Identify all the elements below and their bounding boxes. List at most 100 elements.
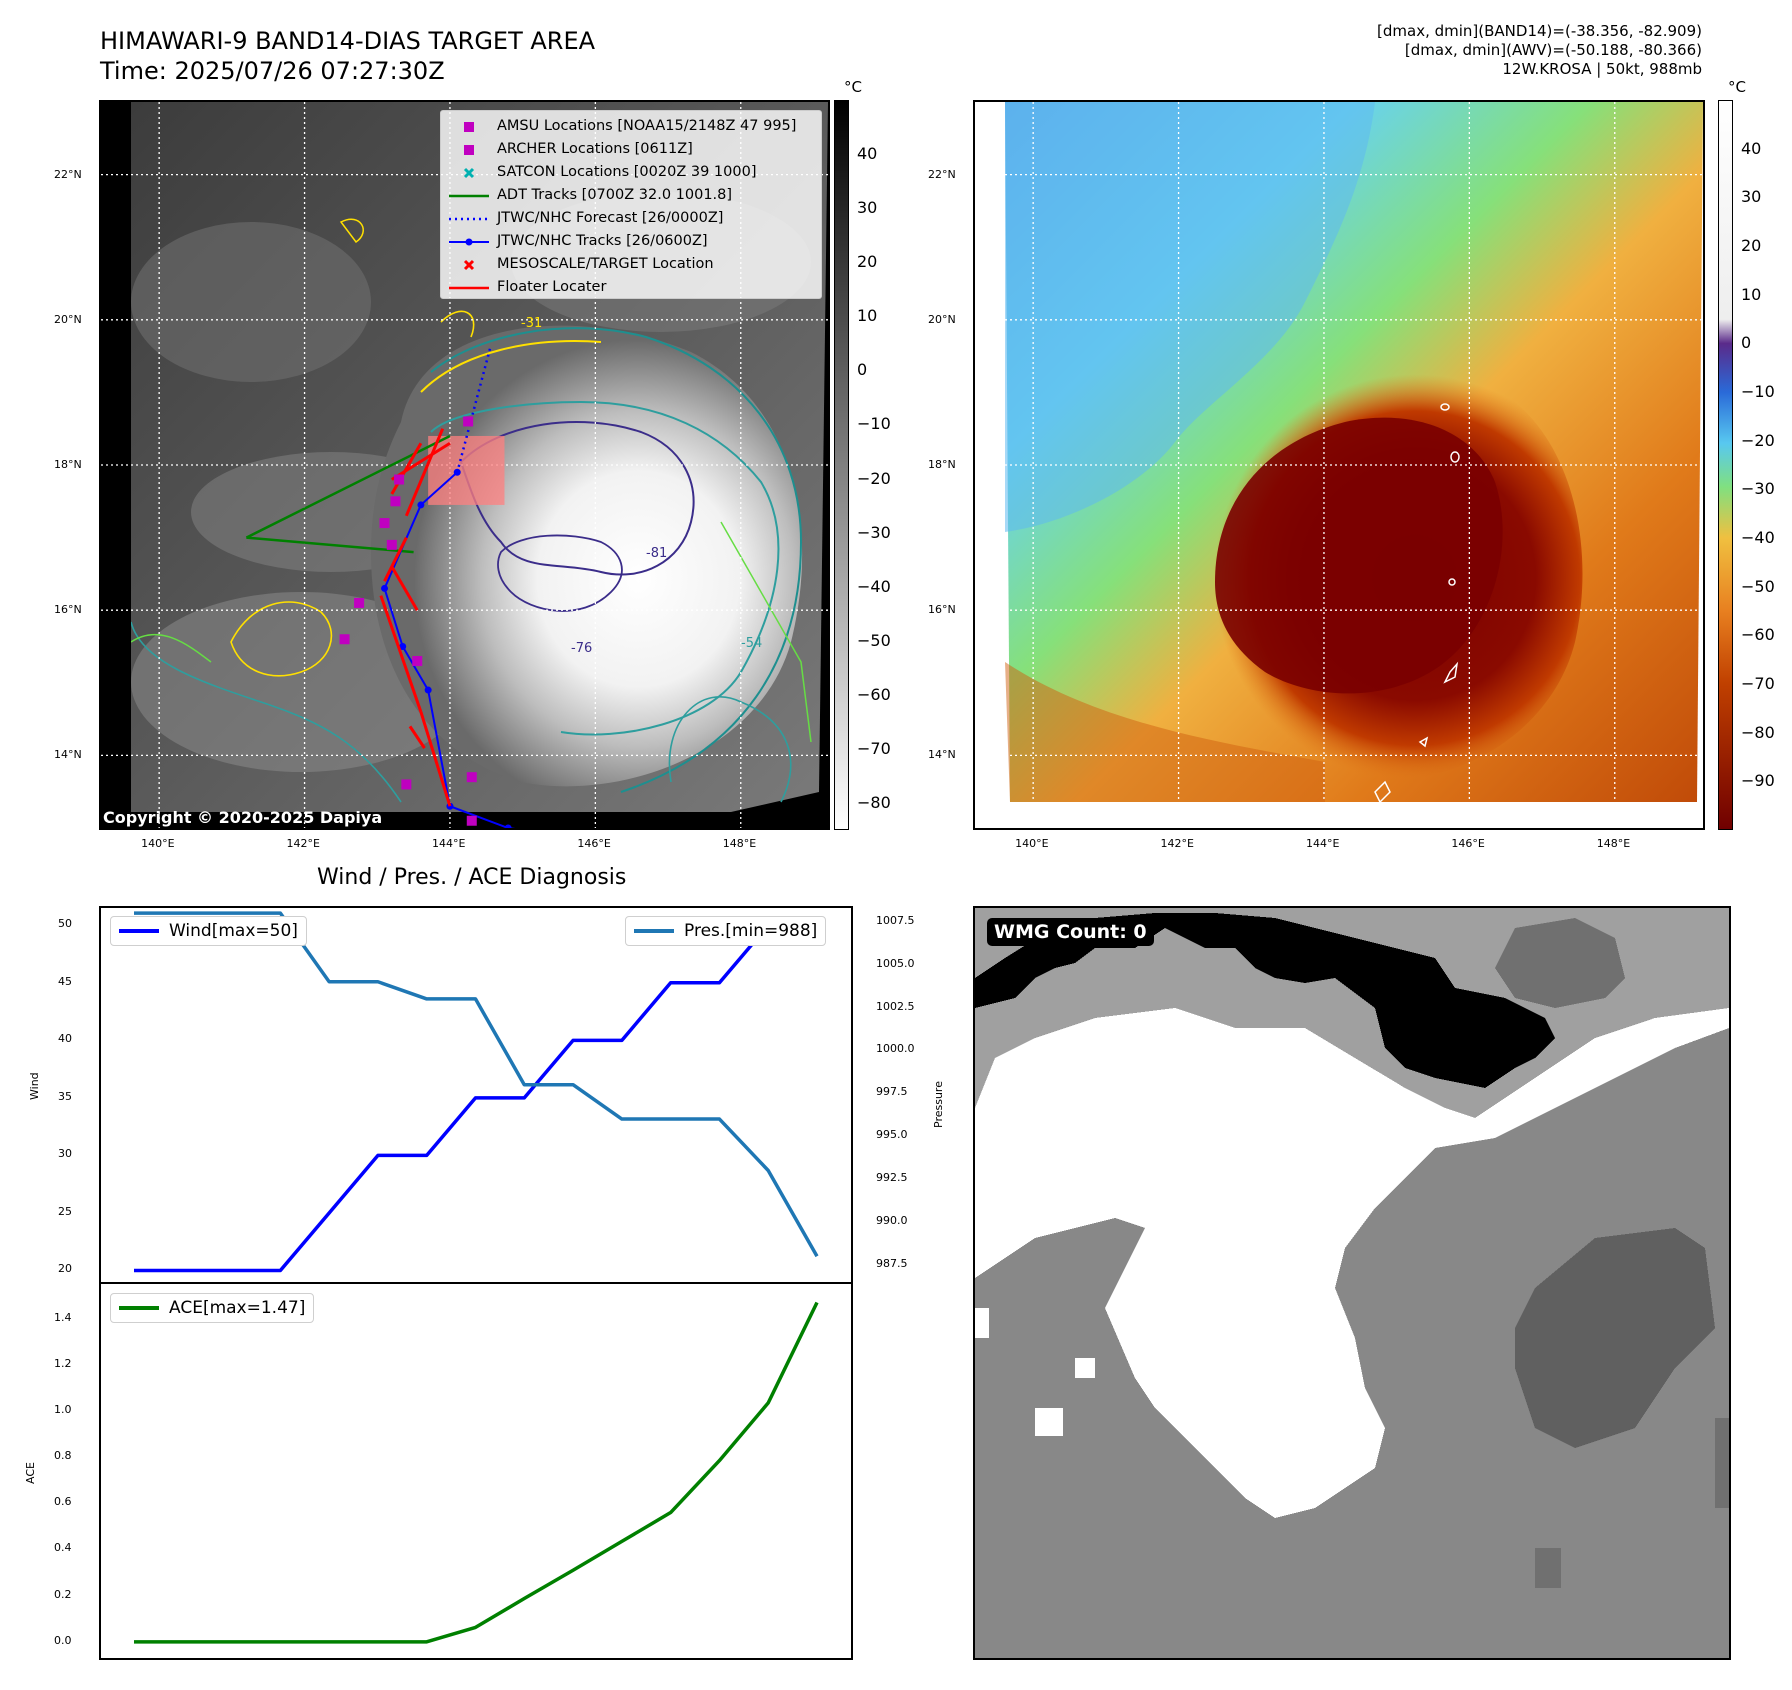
colorbar-tick-label: −10 — [857, 414, 891, 434]
lon-tick-label: 142°E — [1160, 837, 1194, 850]
jtwc-track-point — [399, 643, 407, 650]
legend-label: JTWC/NHC Tracks [26/0600Z] — [497, 233, 708, 249]
colorbar-tick-label: −20 — [857, 468, 891, 488]
legend-symbol — [449, 186, 489, 206]
lat-tick-label: 16°N — [928, 603, 956, 617]
colorbar-tick-label: 30 — [857, 198, 878, 218]
legend-entry: JTWC/NHC Tracks [26/0600Z] — [449, 230, 813, 253]
amsu-archer-marker — [466, 772, 477, 783]
figure-time: Time: 2025/07/26 07:27:30Z — [100, 57, 445, 85]
awv-map-panel — [973, 100, 1705, 830]
jtwc-track-point — [504, 824, 512, 828]
legend-entry: ARCHER Locations [0611Z] — [449, 138, 813, 161]
colorbar-tick-label: −50 — [1741, 576, 1775, 596]
island-outlines — [1374, 403, 1460, 804]
ace-legend-label: ACE[max=1.47] — [169, 1298, 306, 1318]
pressure-tick-label: 1002.5 — [876, 999, 915, 1013]
colorbar-tick-label: 0 — [1741, 333, 1752, 353]
contour-label: -81 — [646, 546, 667, 561]
map-legend: AMSU Locations [NOAA15/2148Z 47 995] ARCH… — [440, 110, 822, 299]
floater-locater — [383, 536, 408, 582]
colorbar-tick-label: 30 — [1741, 187, 1762, 207]
legend-entry: AMSU Locations [NOAA15/2148Z 47 995] — [449, 115, 813, 138]
series-line-pressure — [134, 911, 819, 1258]
colorbar-tick-label: 0 — [857, 360, 868, 380]
contour-label: -31 — [521, 316, 542, 331]
pressure-axis-label: Pressure — [932, 1081, 945, 1128]
colorbar-tick-label: −40 — [857, 576, 891, 596]
floater-locater — [404, 428, 445, 517]
copyright-text: Copyright © 2020-2025 Dapiya — [103, 808, 383, 827]
lon-tick-label: 144°E — [431, 837, 466, 850]
colorbar-tick-label: 40 — [1741, 138, 1762, 158]
legend-symbol — [449, 209, 489, 229]
awv-range: [dmax, dmin](AWV)=(-50.188, -80.366) — [1404, 41, 1702, 59]
ir-colorbar — [834, 100, 849, 830]
colorbar-tick-label: −70 — [1741, 674, 1775, 693]
ace-svg — [134, 1301, 819, 1644]
lat-tick-label: 20°N — [54, 312, 82, 326]
legend-label: JTWC/NHC Forecast [26/0000Z] — [497, 210, 724, 226]
jtwc-track-point — [424, 686, 432, 694]
colorbar-tick-label: 10 — [1741, 284, 1762, 304]
amsu-archer-marker — [412, 656, 423, 667]
legend-entry: JTWC/NHC Forecast [26/0000Z] — [449, 207, 813, 230]
wind-tick-label: 45 — [58, 974, 72, 988]
wind-legend: Wind[max=50] — [110, 916, 307, 946]
pressure-tick-label: 992.5 — [876, 1171, 908, 1185]
wind-pres-svg — [134, 911, 819, 1273]
lon-tick-label: 140°E — [1015, 837, 1049, 850]
pres-legend-label: Pres.[min=988] — [684, 921, 818, 941]
legend-entry: SATCON Locations [0020Z 39 1000] — [449, 161, 813, 184]
colorbar-tick-label: 40 — [857, 144, 878, 164]
legend-symbol — [449, 255, 489, 275]
jtwc-track-point — [417, 501, 425, 509]
adt-track — [246, 536, 414, 554]
figure-title: HIMAWARI-9 BAND14-DIAS TARGET AREA — [100, 27, 596, 55]
legend-symbol — [449, 278, 489, 298]
ace-tick-label: 1.0 — [54, 1402, 72, 1416]
legend-symbol — [449, 163, 489, 183]
lon-tick-label: 148°E — [1596, 837, 1631, 850]
floater-locater — [419, 711, 452, 807]
target-box — [428, 435, 505, 505]
amsu-archer-marker — [386, 539, 397, 550]
ace-tick-label: 0.4 — [54, 1541, 72, 1555]
awv-map-gridlines — [975, 102, 1702, 828]
ace-tick-label: 1.2 — [54, 1356, 72, 1370]
lat-tick-label: 14°N — [928, 748, 956, 762]
lat-tick-label: 18°N — [54, 458, 82, 471]
colorbar-tick-label: 20 — [1741, 236, 1762, 255]
lon-tick-label: 148°E — [722, 837, 757, 850]
wind-legend-swatch — [119, 929, 159, 933]
colorbar-tick-label: −50 — [857, 630, 891, 650]
legend-label: MESOSCALE/TARGET Location — [497, 256, 714, 272]
lat-tick-label: 22°N — [54, 167, 82, 181]
legend-entry: ADT Tracks [0700Z 32.0 1001.8] — [449, 184, 813, 207]
jtwc-track-point — [381, 584, 389, 592]
amsu-archer-marker — [466, 815, 477, 826]
pres-legend: Pres.[min=988] — [625, 916, 827, 946]
colorbar-tick-label: −80 — [857, 792, 891, 812]
wmg-panel — [973, 906, 1731, 1660]
series-line-wind — [134, 923, 817, 1273]
colorbar-tick-label: 20 — [857, 252, 878, 272]
ace-tick-label: 1.4 — [54, 1310, 72, 1324]
pressure-tick-label: 997.5 — [876, 1085, 908, 1099]
legend-label: SATCON Locations [0020Z 39 1000] — [497, 164, 757, 180]
amsu-archer-marker — [401, 779, 412, 790]
awv-colorbar — [1718, 100, 1733, 830]
colorbar-tick-label: −60 — [1741, 625, 1775, 645]
awv-map-svg — [975, 102, 1703, 828]
wind-tick-label: 40 — [58, 1032, 72, 1046]
lat-tick-label: 18°N — [928, 458, 956, 471]
legend-label: ADT Tracks [0700Z 32.0 1001.8] — [497, 187, 733, 203]
awv-colorbar-unit: °C — [1728, 78, 1746, 96]
ace-tick-label: 0.8 — [54, 1449, 72, 1463]
wind-legend-label: Wind[max=50] — [169, 921, 298, 941]
wind-tick-label: 30 — [58, 1147, 72, 1161]
legend-symbol — [449, 117, 489, 137]
amsu-archer-marker — [390, 496, 401, 507]
legend-symbol — [449, 232, 489, 252]
legend-entry: Floater Locater — [449, 276, 813, 299]
